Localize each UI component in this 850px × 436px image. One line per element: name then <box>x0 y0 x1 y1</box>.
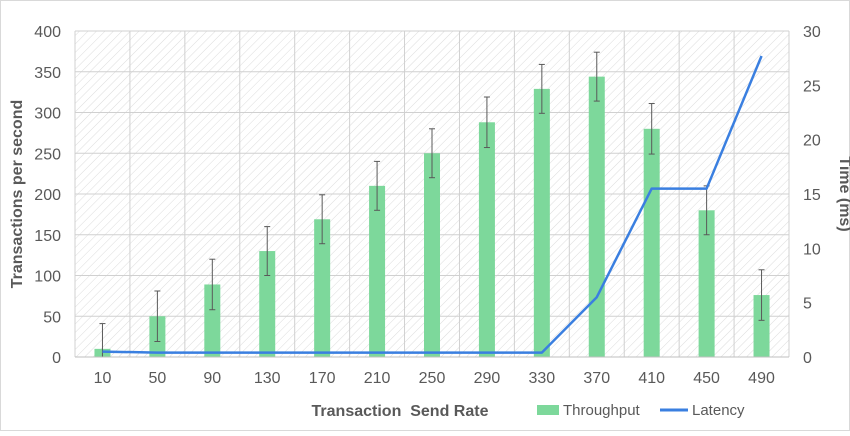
legend-label-throughput: Throughput <box>563 402 641 419</box>
throughput-bar <box>753 295 770 357</box>
throughput-bar <box>259 251 276 357</box>
y2-tick-label: 20 <box>803 133 821 150</box>
x-tick-label: 410 <box>638 370 665 387</box>
y-tick-label: 150 <box>34 228 61 245</box>
throughput-bar <box>643 128 660 357</box>
grid-lines <box>74 30 790 358</box>
x-tick-label: 490 <box>748 370 775 387</box>
latency-line <box>102 55 763 354</box>
x-tick-label: 10 <box>94 370 112 387</box>
x-tick-label: 50 <box>148 370 166 387</box>
legend-label-latency: Latency <box>692 402 745 419</box>
y2-tick-label: 10 <box>803 241 821 258</box>
throughput-bar <box>314 219 331 357</box>
x-tick-label: 290 <box>474 370 501 387</box>
throughput-bar <box>588 76 605 357</box>
x-tick-label: 370 <box>583 370 610 387</box>
throughput-bar <box>204 284 221 357</box>
y-tick-label: 300 <box>34 106 61 123</box>
throughput-bar <box>478 122 495 357</box>
y-tick-label: 100 <box>34 269 61 286</box>
throughput-bar <box>698 210 715 357</box>
error-bars <box>99 51 765 358</box>
throughput-bars <box>94 76 770 358</box>
y2-tick-label: 15 <box>803 187 821 204</box>
latency-line-layer <box>102 55 763 354</box>
y2-tick-label: 0 <box>803 350 812 367</box>
y2-axis-title: Time (ms) <box>836 156 850 231</box>
y2-tick-label: 30 <box>803 24 821 41</box>
y2-tick-label: 5 <box>803 296 812 313</box>
x-tick-label: 170 <box>309 370 336 387</box>
y-tick-label: 250 <box>34 146 61 163</box>
y-axis-title: Transactions per second <box>9 100 26 289</box>
axes: 0 50 100 150 200 250 300 350 400 0 5 10 15 20 25 30 10 50… <box>34 24 821 387</box>
y-tick-label: 350 <box>34 65 61 82</box>
x-tick-label: 90 <box>203 370 221 387</box>
y-tick-label: 0 <box>52 350 61 367</box>
legend: Throughput Latency <box>537 402 745 419</box>
y-tick-label: 400 <box>34 24 61 41</box>
x-tick-label: 250 <box>419 370 446 387</box>
legend-swatch-throughput <box>537 405 559 415</box>
x-tick-label: 210 <box>364 370 391 387</box>
throughput-bar <box>369 185 386 357</box>
x-tick-label: 450 <box>693 370 720 387</box>
y2-tick-label: 25 <box>803 78 821 95</box>
x-axis-title: Transaction Send Rate <box>312 403 489 420</box>
throughput-bar <box>424 153 440 357</box>
y-tick-label: 50 <box>43 309 61 326</box>
y-tick-label: 200 <box>34 187 61 204</box>
x-tick-label: 130 <box>254 370 281 387</box>
throughput-bar <box>533 88 550 358</box>
x-tick-label: 330 <box>528 370 555 387</box>
